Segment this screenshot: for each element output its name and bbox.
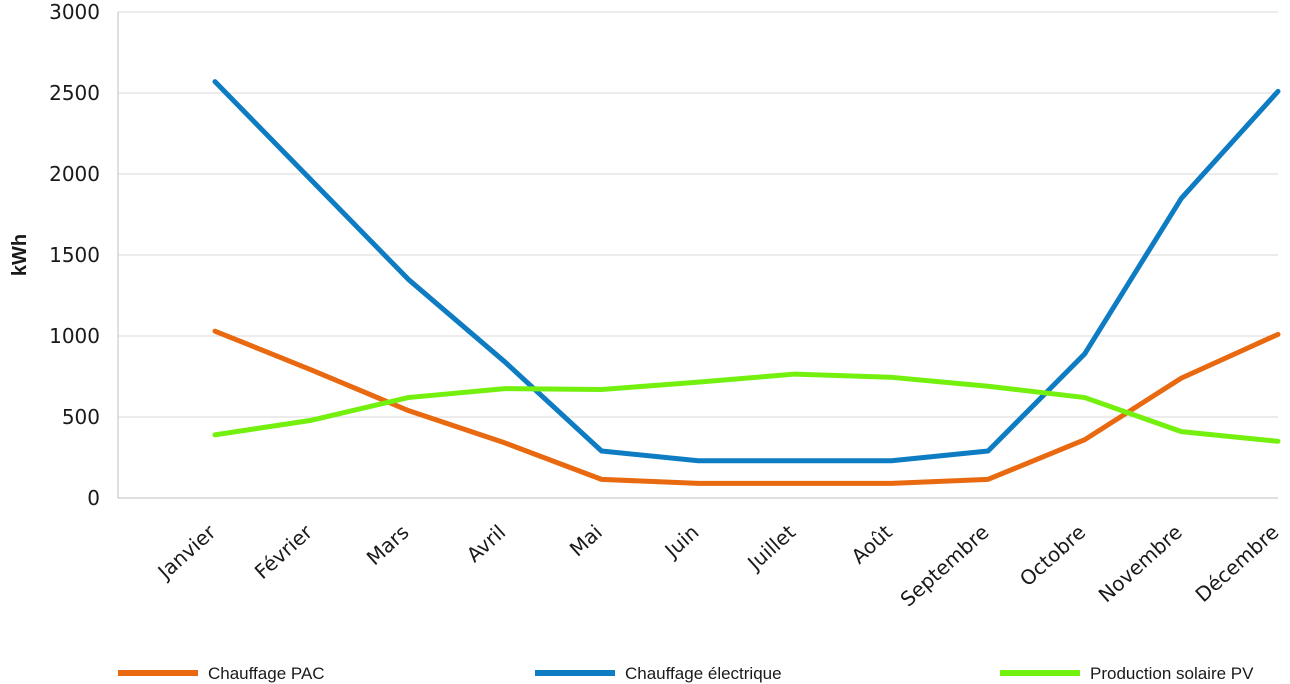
y-tick-label: 0 bbox=[87, 486, 100, 510]
x-tick-label: Avril bbox=[462, 520, 511, 567]
x-tick-label: Octobre bbox=[1015, 520, 1090, 591]
x-tick-label: Mai bbox=[565, 520, 607, 561]
x-tick-label: Mars bbox=[362, 520, 414, 570]
y-tick-label: 1500 bbox=[49, 243, 100, 267]
x-tick-label: Août bbox=[846, 520, 896, 569]
grid-layer bbox=[117, 11, 1278, 499]
legend-label: Chauffage électrique bbox=[625, 664, 782, 683]
legend-label: Production solaire PV bbox=[1090, 664, 1254, 683]
series-line-2 bbox=[212, 371, 1281, 444]
x-tick-label: Janvier bbox=[152, 519, 221, 585]
legend: Chauffage PAC Chauffage électrique Product… bbox=[118, 664, 1254, 683]
y-tick-label: 2000 bbox=[49, 162, 100, 186]
y-axis-label: kWh bbox=[9, 234, 31, 276]
legend-label: Chauffage PAC bbox=[208, 664, 325, 683]
series-line-1 bbox=[212, 79, 1281, 464]
y-axis-ticks: 0 500 1000 1500 2000 2500 3000 bbox=[49, 0, 100, 510]
x-tick-label: Juin bbox=[659, 520, 704, 564]
x-tick-label: Septembre bbox=[896, 520, 994, 612]
series-layer bbox=[212, 79, 1281, 486]
x-tick-label: Juillet bbox=[741, 520, 800, 576]
x-tick-label: Février bbox=[250, 519, 318, 583]
x-tick-label: Décembre bbox=[1191, 520, 1284, 607]
y-tick-label: 3000 bbox=[49, 0, 100, 24]
x-tick-label: Novembre bbox=[1094, 520, 1187, 607]
y-tick-label: 2500 bbox=[49, 81, 100, 105]
y-tick-label: 500 bbox=[62, 405, 100, 429]
x-axis-ticks: Janvier Février Mars Avril Mai Juin Juillet Aoû… bbox=[152, 519, 1284, 611]
y-tick-label: 1000 bbox=[49, 324, 100, 348]
